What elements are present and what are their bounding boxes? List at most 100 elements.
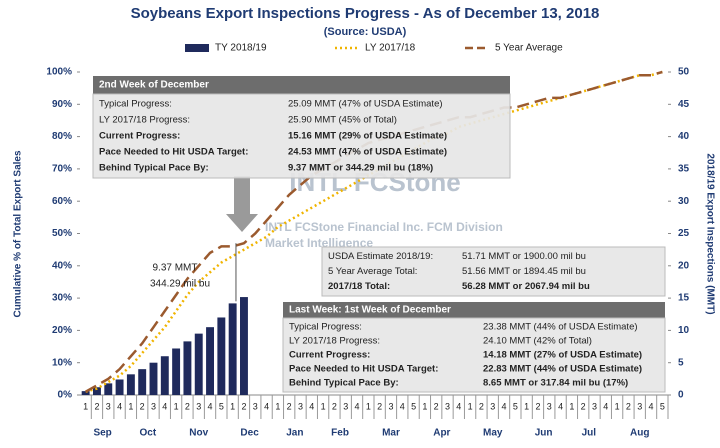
y-tick-label: 90% [52,99,72,110]
month-label: Nov [189,428,208,439]
bar [172,348,181,395]
box-label: Current Progress: [289,350,370,361]
box-body [92,93,511,179]
y2-tick-label: 15 [678,293,690,304]
x-tick-label: 2 [479,401,484,411]
box-value: 24.53 MMT (47% of USDA Estimate) [288,147,447,158]
bar [194,333,203,395]
y-tick-label: 50% [52,228,72,239]
x-tick-label: 5 [219,401,224,411]
legend-label: 5 Year Average [495,43,563,54]
box-label: Pace Needed to Hit USDA Target: [289,364,438,375]
x-tick-label: 4 [264,401,269,411]
x-tick-label: 1 [230,401,235,411]
y-tick-label: 0% [58,390,73,401]
x-tick-label: 2 [241,401,246,411]
box-header-text: 2nd Week of December [99,80,209,91]
line [85,70,663,393]
x-tick-label: 2 [434,401,439,411]
line [85,70,663,393]
legend-label: TY 2018/19 [215,43,267,54]
x-tick-label: 4 [117,401,122,411]
x-tick-label: 2 [185,401,190,411]
x-tick-label: 2 [535,401,540,411]
y-axis-title: Cumulative % of Total Export Sales [13,150,24,318]
month-label: Jun [535,428,553,439]
x-tick-label: 3 [388,401,393,411]
x-tick-label: 4 [502,401,507,411]
x-tick-label: 1 [275,401,280,411]
box-value: 25.09 MMT (47% of USDA Estimate) [288,99,443,110]
x-tick-label: 4 [558,401,563,411]
month-label: Jul [582,428,597,439]
arrow [226,176,258,232]
month-label: Jan [286,428,303,439]
box-header [93,76,510,94]
y2-tick-label: 50 [678,67,690,78]
box-label: USDA Estimate 2018/19: [328,251,433,262]
x-tick-label: 1 [321,401,326,411]
x-tick-label: 3 [151,401,156,411]
x-tick-label: 5 [660,401,665,411]
bar [115,379,124,395]
x-tick-label: 2 [140,401,145,411]
x-tick-label: 4 [456,401,461,411]
x-tick-label: 2 [377,401,382,411]
bar [138,369,147,395]
box-value: 23.38 MMT (44% of USDA Estimate) [483,322,638,333]
box-value: 8.65 MMT or 317.84 mil bu (17%) [483,378,628,389]
month-label: Aug [630,428,649,439]
y-tick-label: 40% [52,260,72,271]
bar [183,341,192,395]
box-header-text: Last Week: 1st Week of December [289,305,451,316]
month-label: Oct [140,428,157,439]
month-label: Mar [382,428,400,439]
legend-label: LY 2017/18 [365,43,416,54]
box-value: 22.83 MMT (44% of USDA Estimate) [483,364,642,375]
x-tick-label: 4 [603,401,608,411]
box-label: 2017/18 Total: [328,281,390,292]
annotation: 9.37 MMT [152,263,197,274]
box-body [321,246,666,297]
y-tick-label: 80% [52,131,72,142]
box-header [283,302,665,318]
box-value: 25.90 MMT (45% of Total) [288,115,397,126]
x-tick-label: 4 [649,401,654,411]
x-tick-label: 1 [366,401,371,411]
y2-tick-label: 40 [678,131,690,142]
y2-tick-label: 45 [678,99,690,110]
box-label: Behind Typical Pace By: [289,378,399,389]
x-tick-label: 3 [298,401,303,411]
box-value: 51.71 MMT or 1900.00 mil bu [462,251,586,262]
chart-subtitle: (Source: USDA) [324,26,407,38]
x-tick-label: 3 [253,401,258,411]
x-tick-label: 3 [343,401,348,411]
y2-tick-label: 10 [678,325,690,336]
bar [104,383,113,395]
x-tick-label: 3 [196,401,201,411]
box-label: LY 2017/18 Progress: [99,115,190,126]
box-value: 24.10 MMT (42% of Total) [483,336,592,347]
x-tick-label: 3 [547,401,552,411]
y2-tick-label: 35 [678,164,690,175]
x-tick-label: 3 [637,401,642,411]
box-label: Current Progress: [99,131,180,142]
x-tick-label: 2 [287,401,292,411]
x-tick-label: 2 [332,401,337,411]
y2-tick-label: 25 [678,228,690,239]
box-value: 9.37 MMT or 344.29 mil bu (18%) [288,163,433,174]
x-tick-label: 5 [411,401,416,411]
x-tick-label: 3 [106,401,111,411]
x-tick-label: 2 [581,401,586,411]
x-tick-label: 2 [626,401,631,411]
watermark: INTL FCStone Financial Inc. FCM Division [265,220,503,234]
y-tick-label: 20% [52,325,72,336]
bar [93,387,101,395]
month-label: Feb [331,428,349,439]
box-label: Typical Progress: [289,322,362,333]
month-label: Sep [93,428,111,439]
y2-axis-title: 2018/19 Export Inspections (MMT) [704,153,715,314]
y-tick-label: 100% [46,67,72,78]
x-tick-label: 1 [174,401,179,411]
y-tick-label: 70% [52,164,72,175]
